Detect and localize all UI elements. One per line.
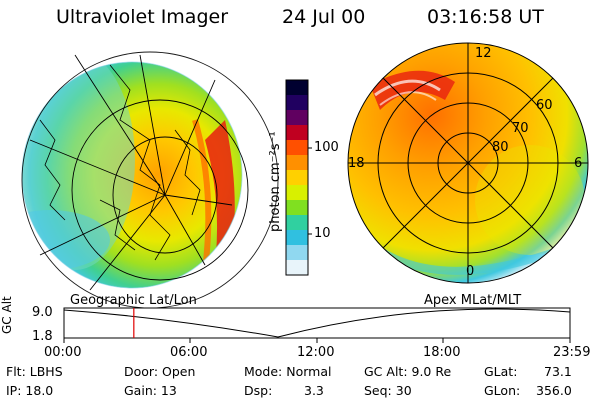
colorbar-swatch [286,155,308,171]
mlat-label-70: 70 [512,121,529,136]
time-label: 03:16:58 UT [427,6,544,28]
dsp-value: 3.3 [304,383,324,398]
glat-value: 73.1 [544,364,572,379]
timeline-xtick-1200: 12:00 [297,345,335,360]
mlt-label-18: 18 [348,156,365,171]
colorbar-tick-100: 100 [314,140,339,155]
colorbar-swatch [286,200,308,216]
left-map-label: Geographic Lat/Lon [70,293,197,308]
gain-value: Gain: 13 [124,383,177,398]
timeline-xtick-1800: 18:00 [423,345,461,360]
mlt-label-6: 6 [574,156,583,171]
dsp-label: Dsp: [244,383,273,398]
timeline-xtick-0600: 06:00 [170,345,208,360]
glon-value: 356.0 [536,383,572,398]
date-label: 24 Jul 00 [282,6,366,28]
colorbar-swatch [286,140,308,156]
mode-value: Mode: Normal [244,364,332,379]
filter-value: Flt: LBHS [6,364,63,379]
glon-label: GLon: [484,383,521,398]
timeline-ytick-1-8: 1.8 [32,329,53,344]
colorbar-swatch [286,230,308,246]
timeline-xtick-0000: 00:00 [44,345,82,360]
colorbar-swatch [286,215,308,231]
mlat-label-60: 60 [536,98,553,113]
colorbar-swatch [286,110,308,126]
colorbar-tick-10: 10 [314,226,331,241]
door-value: Door: Open [124,364,196,379]
mlat-label-80: 80 [492,140,509,155]
right-map-label: Apex MLat/MLT [424,293,522,308]
mlt-label-12: 12 [475,46,492,61]
colorbar-swatch [286,80,308,96]
timeline-xtick-2359: 23:59 [553,345,591,360]
mlt-label-0: 0 [466,264,475,279]
seq-value: Seq: 30 [364,383,412,398]
colorbar-swatch [286,170,308,186]
glat-label: GLat: [484,364,518,379]
ip-value: IP: 18.0 [6,383,54,398]
colorbar-swatch [286,185,308,201]
gc-alt-value: GC Alt: 9.0 Re [364,364,452,379]
colorbar-swatch [286,95,308,111]
colorbar-swatch [286,260,308,276]
instrument-title: Ultraviolet Imager [56,6,229,28]
timeline-y-axis-label: GC Alt [0,296,14,334]
timeline-ytick-9: 9.0 [32,305,53,320]
colorbar-swatch [286,125,308,141]
colorbar-swatch [286,245,308,261]
